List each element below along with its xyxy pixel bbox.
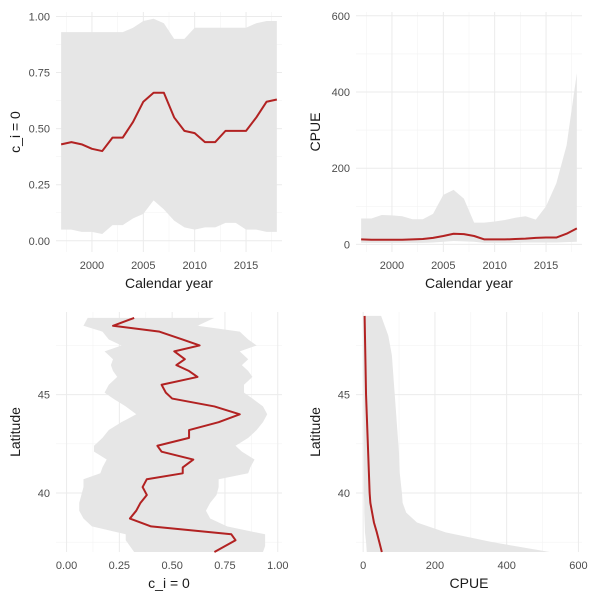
x-tick-label: 2010 xyxy=(182,260,206,272)
x-tick-label: 0.00 xyxy=(56,560,77,572)
confidence-ribbon xyxy=(363,315,550,552)
series-line xyxy=(112,316,241,553)
x-axis-title: c_i = 0 xyxy=(148,575,190,591)
x-tick-label: 0 xyxy=(360,560,366,572)
x-tick-label: 200 xyxy=(426,560,444,572)
panel-4: 0 200 400 600 40 45 CPUE Latitude xyxy=(307,312,588,591)
x-tick-label: 2010 xyxy=(482,260,506,272)
y-tick-label: 0.50 xyxy=(29,124,50,136)
confidence-ribbon xyxy=(79,317,268,552)
x-tick-label: 2005 xyxy=(431,260,455,272)
y-tick-label: 0.25 xyxy=(29,180,50,192)
y-tick-label: 200 xyxy=(332,163,350,175)
x-tick-label: 2015 xyxy=(234,260,258,272)
panel-1: 2000 2005 2010 2015 0.00 0.25 0.50 0.75 1.00 Cale… xyxy=(7,11,282,291)
y-tick-label: 0.75 xyxy=(29,68,50,80)
series-line xyxy=(361,227,578,241)
x-tick-label: 2005 xyxy=(131,260,155,272)
y-axis-title: Latitude xyxy=(307,407,323,457)
y-tick-label: 40 xyxy=(338,488,350,500)
panel-2: 2000 2005 2010 2015 0 200 400 600 Calendar year C… xyxy=(307,11,582,291)
x-tick-label: 2015 xyxy=(534,260,558,272)
y-axis-title: Latitude xyxy=(7,407,23,457)
y-tick-label: 45 xyxy=(338,390,350,402)
y-tick-label: 40 xyxy=(38,488,50,500)
x-tick-label: 2000 xyxy=(80,260,104,272)
y-tick-label: 0 xyxy=(344,239,350,251)
x-tick-label: 600 xyxy=(569,560,587,572)
x-axis-title: Calendar year xyxy=(125,275,213,291)
y-tick-label: 0.00 xyxy=(29,236,50,248)
y-tick-label: 400 xyxy=(332,87,350,99)
x-tick-label: 2000 xyxy=(380,260,404,272)
y-axis-title: c_i = 0 xyxy=(7,111,23,153)
x-tick-label: 0.50 xyxy=(161,560,182,572)
confidence-ribbon xyxy=(361,72,577,243)
x-tick-label: 0.25 xyxy=(109,560,130,572)
y-tick-label: 45 xyxy=(38,390,50,402)
y-tick-label: 1.00 xyxy=(29,11,50,23)
x-axis-title: CPUE xyxy=(450,575,489,591)
x-tick-label: 1.00 xyxy=(267,560,288,572)
y-axis-title: CPUE xyxy=(307,113,323,152)
x-tick-label: 0.75 xyxy=(214,560,235,572)
panel-3: 0.00 0.25 0.50 0.75 1.00 40 45 c_i = 0 Latitude xyxy=(7,312,288,591)
y-tick-label: 600 xyxy=(332,11,350,23)
series-line xyxy=(363,315,383,553)
x-axis-title: Calendar year xyxy=(425,275,513,291)
x-tick-label: 400 xyxy=(497,560,515,572)
series-line xyxy=(60,91,278,153)
confidence-ribbon xyxy=(61,18,277,235)
